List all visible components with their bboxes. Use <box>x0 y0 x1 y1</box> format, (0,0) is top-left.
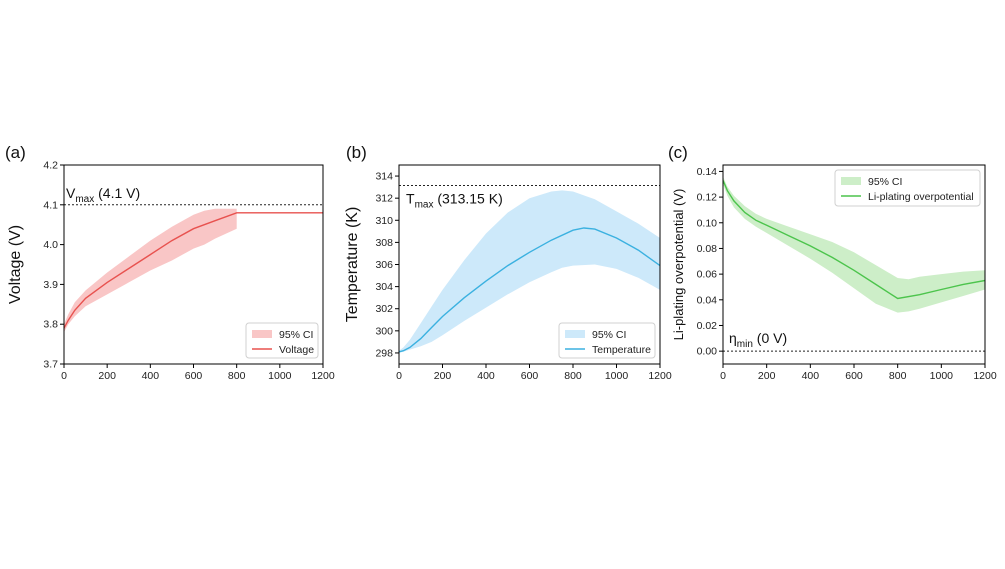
y-tick-label: 302 <box>375 303 393 315</box>
reference-label-rest: (313.15 K) <box>433 190 502 206</box>
y-tick-label: 0.00 <box>697 346 718 358</box>
ci-band <box>64 208 237 333</box>
legend-label-line: Temperature <box>592 344 651 356</box>
reference-label-main: V <box>66 185 76 201</box>
y-tick-label: 3.9 <box>43 279 58 291</box>
legend: 95% CI Voltage <box>245 322 319 359</box>
x-tick-label: 1000 <box>930 370 954 382</box>
legend-label-ci: 95% CI <box>592 329 626 341</box>
plot-area <box>723 176 985 313</box>
x-tick-label: 600 <box>845 370 863 382</box>
legend-swatch-ci <box>565 330 585 338</box>
reference-label-rest: (4.1 V) <box>94 185 140 201</box>
x-tick-label: 0 <box>720 370 726 382</box>
y-tick-label: 0.08 <box>697 243 718 255</box>
y-tick-label: 298 <box>375 347 393 359</box>
legend-swatch-ci <box>841 177 861 185</box>
reference-label-rest: (0 V) <box>753 330 787 346</box>
y-tick-label: 312 <box>375 193 393 205</box>
x-tick-label: 400 <box>802 370 820 382</box>
y-tick-label: 306 <box>375 259 393 271</box>
x-tick-label: 1000 <box>268 370 292 382</box>
legend-box <box>834 169 981 207</box>
y-tick-label: 0.02 <box>697 320 718 332</box>
x-tick-label: 1000 <box>605 370 629 382</box>
legend-label-line: Voltage <box>279 344 314 356</box>
panel-c: (c) ηmin (0 V) 0 200 400 600 800 1000 1200 0.00 0.… <box>668 143 997 382</box>
ci-band <box>723 176 985 313</box>
y-axis-label: Temperature (K) <box>344 207 361 323</box>
reference-label: Vmax (4.1 V) <box>66 185 140 205</box>
y-tick-label: 308 <box>375 237 393 249</box>
series-line <box>64 212 323 329</box>
x-tick-label: 800 <box>889 370 907 382</box>
series-line <box>723 180 985 300</box>
legend-label-ci: 95% CI <box>279 329 313 341</box>
panel-letter: (a) <box>5 143 26 162</box>
y-tick-label: 310 <box>375 215 393 227</box>
plot-area <box>64 208 323 333</box>
reference-label-sub: min <box>737 339 753 350</box>
reference-label-sub: max <box>415 199 434 210</box>
x-tick-label: 0 <box>396 370 402 382</box>
x-tick-label: 200 <box>758 370 776 382</box>
reference-label-sub: max <box>75 194 94 205</box>
x-tick-label: 1200 <box>648 370 672 382</box>
reference-label: Tmax (313.15 K) <box>406 190 503 210</box>
y-tick-label: 4.0 <box>43 239 58 251</box>
legend-swatch-ci <box>252 330 272 338</box>
y-tick-label: 304 <box>375 281 393 293</box>
x-tick-label: 400 <box>142 370 160 382</box>
x-tick-label: 600 <box>521 370 539 382</box>
x-tick-label: 1200 <box>311 370 335 382</box>
panel-letter: (c) <box>668 143 688 162</box>
y-tick-label: 3.7 <box>43 359 58 371</box>
y-axis-label: Li-plating overpotential (V) <box>671 189 686 341</box>
panel-a: (a) Vmax (4.1 V) 0 200 400 600 800 1000 1200 3.7 3… <box>5 143 335 382</box>
x-tick-label: 1200 <box>973 370 997 382</box>
x-tick-label: 200 <box>98 370 116 382</box>
y-tick-label: 4.2 <box>43 160 58 172</box>
ci-band <box>399 190 660 353</box>
x-tick-label: 600 <box>185 370 203 382</box>
y-tick-label: 4.1 <box>43 199 58 211</box>
y-tick-label: 0.04 <box>697 294 718 306</box>
panel-letter: (b) <box>346 143 367 162</box>
reference-label-main: T <box>406 190 415 206</box>
x-tick-label: 800 <box>564 370 582 382</box>
legend: 95% CI Temperature <box>558 322 656 359</box>
x-tick-label: 0 <box>61 370 67 382</box>
series-line <box>399 227 660 353</box>
legend-label-ci: 95% CI <box>868 176 902 188</box>
panel-b: (b) Tmax (313.15 K) 0 200 400 600 800 1000 1200 2… <box>344 143 672 382</box>
x-tick-label: 800 <box>228 370 246 382</box>
plot-area <box>399 190 660 353</box>
legend-label-line: Li-plating overpotential <box>868 191 974 203</box>
y-tick-label: 0.12 <box>697 192 718 204</box>
y-tick-label: 0.10 <box>697 217 718 229</box>
y-tick-label: 0.06 <box>697 269 718 281</box>
y-tick-label: 3.8 <box>43 319 58 331</box>
reference-label: ηmin (0 V) <box>729 330 787 350</box>
legend: 95% CI Li-plating overpotential <box>834 169 981 207</box>
y-axis-label: Voltage (V) <box>7 225 24 304</box>
y-tick-label: 300 <box>375 325 393 337</box>
reference-label-main: η <box>729 330 737 346</box>
y-tick-label: 314 <box>375 171 393 183</box>
x-tick-label: 400 <box>477 370 495 382</box>
x-tick-label: 200 <box>434 370 452 382</box>
y-tick-label: 0.14 <box>697 166 718 178</box>
